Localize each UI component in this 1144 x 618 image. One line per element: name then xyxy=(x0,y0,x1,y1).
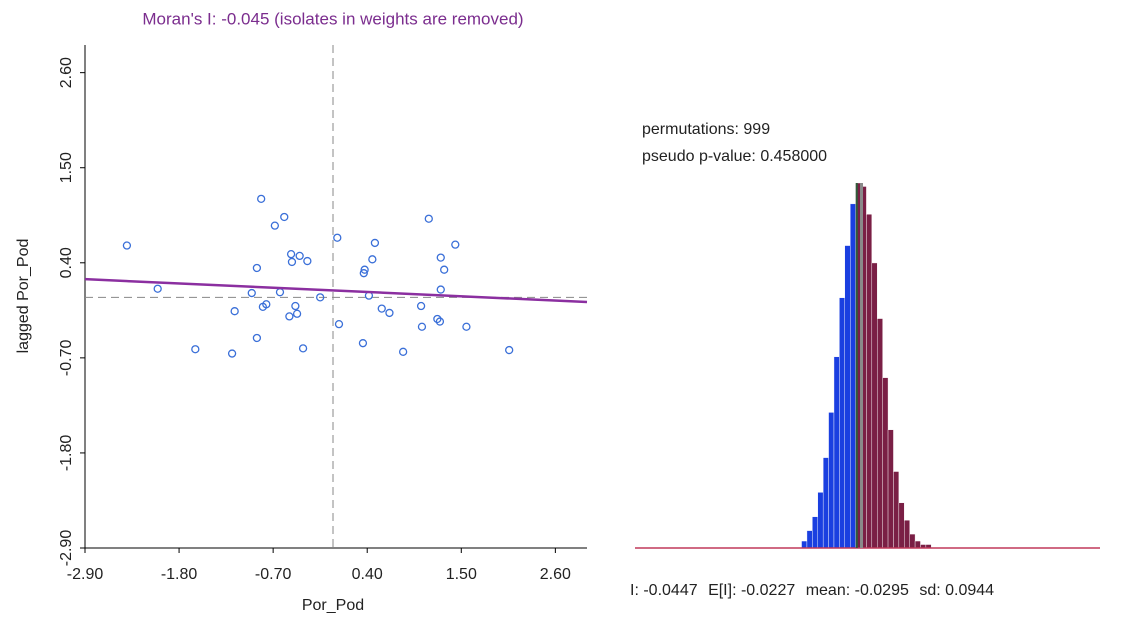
value: 999 xyxy=(743,121,770,138)
point xyxy=(377,304,386,313)
x-tick-label: -1.80 xyxy=(161,566,198,583)
bar xyxy=(812,516,818,549)
label: mean: xyxy=(806,582,850,599)
point xyxy=(287,257,297,267)
point xyxy=(451,240,460,249)
point xyxy=(440,265,449,274)
x-tick-label: -2.90 xyxy=(67,566,104,583)
y-axis-label: lagged Por_Pod xyxy=(15,239,32,354)
y-tick-label: -1.80 xyxy=(58,435,75,472)
point xyxy=(398,347,408,356)
point xyxy=(262,300,271,309)
point xyxy=(436,285,445,294)
x-axis-label: Por_Pod xyxy=(302,597,364,614)
point xyxy=(505,345,514,355)
bar xyxy=(844,245,851,549)
bar xyxy=(833,356,840,549)
bar xyxy=(893,471,900,549)
bar xyxy=(914,540,921,549)
y-tick-label: -2.90 xyxy=(58,530,75,567)
point xyxy=(122,241,132,250)
bar xyxy=(801,540,808,549)
label: I: xyxy=(630,582,639,599)
point xyxy=(247,288,256,298)
point xyxy=(291,301,300,311)
point xyxy=(416,301,426,311)
bar xyxy=(909,533,916,549)
bar xyxy=(871,262,878,549)
bar xyxy=(822,457,829,549)
permutations: permutations: 999 xyxy=(642,121,770,138)
point xyxy=(436,253,445,262)
point xyxy=(385,308,394,318)
bar xyxy=(904,519,910,549)
bar xyxy=(877,318,883,549)
bar xyxy=(882,377,889,549)
bar xyxy=(887,429,894,549)
point xyxy=(358,339,368,348)
y-tick-label: 0.40 xyxy=(58,247,75,278)
point xyxy=(270,221,280,230)
point xyxy=(359,269,368,278)
pseudo-p: pseudo p-value: 0.458000 xyxy=(642,148,827,165)
point xyxy=(333,233,342,242)
point xyxy=(230,307,239,316)
y-tick-label: 1.50 xyxy=(58,152,75,183)
x-tick-label: 0.40 xyxy=(352,566,383,583)
point xyxy=(462,322,471,331)
point xyxy=(252,333,262,343)
x-tick-label: 1.50 xyxy=(446,566,477,583)
point xyxy=(334,320,344,329)
bar xyxy=(828,412,835,549)
y-tick-label: 2.60 xyxy=(58,57,75,88)
point xyxy=(417,322,427,331)
y-tick-label: -0.70 xyxy=(58,340,75,377)
point xyxy=(360,265,369,274)
point xyxy=(153,284,162,293)
bar xyxy=(849,203,856,549)
point xyxy=(370,238,380,248)
bar xyxy=(898,502,905,549)
point xyxy=(435,317,445,326)
stats: I: -0.0447 E[I]: -0.0227 mean: -0.0295 s… xyxy=(630,582,994,599)
label: pseudo p-value: xyxy=(642,148,756,165)
chart-title: Moran's I: -0.045 (isolates in weights a… xyxy=(142,9,523,28)
point xyxy=(191,345,200,354)
label: permutations: xyxy=(642,121,739,138)
label: E[I]: xyxy=(708,582,736,599)
bar xyxy=(839,297,845,549)
point xyxy=(424,214,433,223)
regression-line xyxy=(84,277,588,304)
point xyxy=(368,255,377,264)
point xyxy=(285,312,294,321)
point xyxy=(257,194,266,203)
value: 0.458000 xyxy=(760,148,827,165)
point xyxy=(303,256,312,266)
value: -0.0295 xyxy=(855,582,909,599)
bar xyxy=(866,214,873,549)
point xyxy=(433,314,442,324)
point xyxy=(292,309,302,318)
point xyxy=(275,288,285,297)
point xyxy=(298,344,308,353)
x-tick-label: -0.70 xyxy=(255,566,292,583)
point xyxy=(316,293,325,302)
point xyxy=(286,250,296,259)
bar xyxy=(817,492,824,549)
point xyxy=(295,251,304,261)
point xyxy=(227,349,237,358)
bar xyxy=(806,530,813,549)
label: sd: xyxy=(919,582,940,599)
value: -0.0447 xyxy=(643,582,697,599)
value: 0.0944 xyxy=(945,582,994,599)
value: -0.0227 xyxy=(741,582,795,599)
x-tick-label: 2.60 xyxy=(540,566,571,583)
point xyxy=(280,212,289,222)
point xyxy=(252,263,262,273)
